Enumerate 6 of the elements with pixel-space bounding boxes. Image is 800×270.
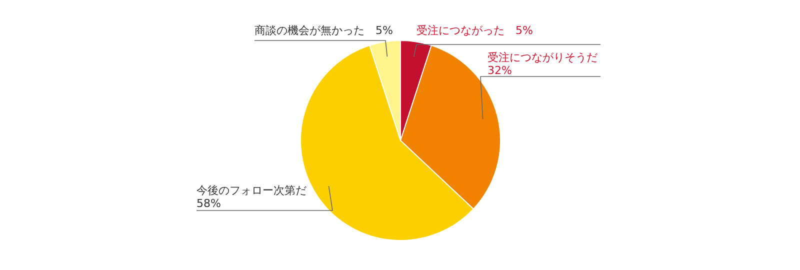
slice-label: 商談の機会が無かった 5% xyxy=(254,24,393,37)
slice-label: 受注につながりそうだ xyxy=(488,51,598,64)
data-label: 32% xyxy=(488,64,512,77)
data-label: 58% xyxy=(196,197,221,210)
slice-label: 受注につながった 5% xyxy=(416,24,533,37)
slice-label: 今後のフォロー次第だ xyxy=(196,184,306,197)
